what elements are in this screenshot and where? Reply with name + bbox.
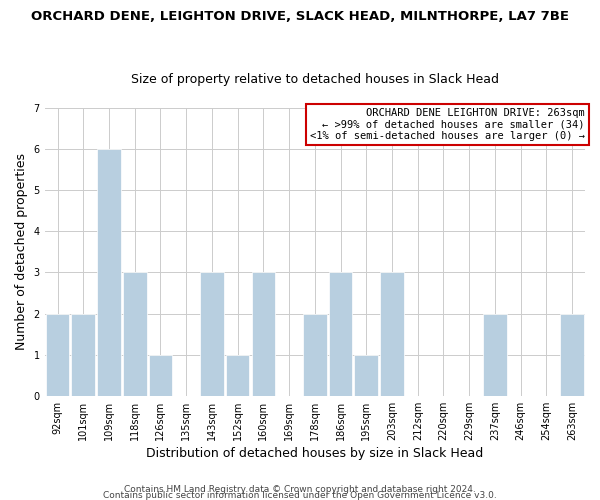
Bar [46, 314, 70, 396]
Text: ORCHARD DENE LEIGHTON DRIVE: 263sqm
← >99% of detached houses are smaller (34)
<: ORCHARD DENE LEIGHTON DRIVE: 263sqm ← >9… [310, 108, 585, 141]
Bar [329, 272, 352, 396]
Bar [560, 314, 584, 396]
Y-axis label: Number of detached properties: Number of detached properties [15, 154, 28, 350]
Bar [226, 354, 250, 396]
Bar [97, 149, 121, 396]
Title: Size of property relative to detached houses in Slack Head: Size of property relative to detached ho… [131, 73, 499, 86]
Bar [483, 314, 507, 396]
Bar [149, 354, 172, 396]
Text: Contains public sector information licensed under the Open Government Licence v3: Contains public sector information licen… [103, 491, 497, 500]
Bar [380, 272, 404, 396]
Bar [251, 272, 275, 396]
X-axis label: Distribution of detached houses by size in Slack Head: Distribution of detached houses by size … [146, 447, 484, 460]
Bar [71, 314, 95, 396]
Text: ORCHARD DENE, LEIGHTON DRIVE, SLACK HEAD, MILNTHORPE, LA7 7BE: ORCHARD DENE, LEIGHTON DRIVE, SLACK HEAD… [31, 10, 569, 23]
Text: Contains HM Land Registry data © Crown copyright and database right 2024.: Contains HM Land Registry data © Crown c… [124, 485, 476, 494]
Bar [303, 314, 326, 396]
Bar [200, 272, 224, 396]
Bar [123, 272, 146, 396]
Bar [355, 354, 378, 396]
